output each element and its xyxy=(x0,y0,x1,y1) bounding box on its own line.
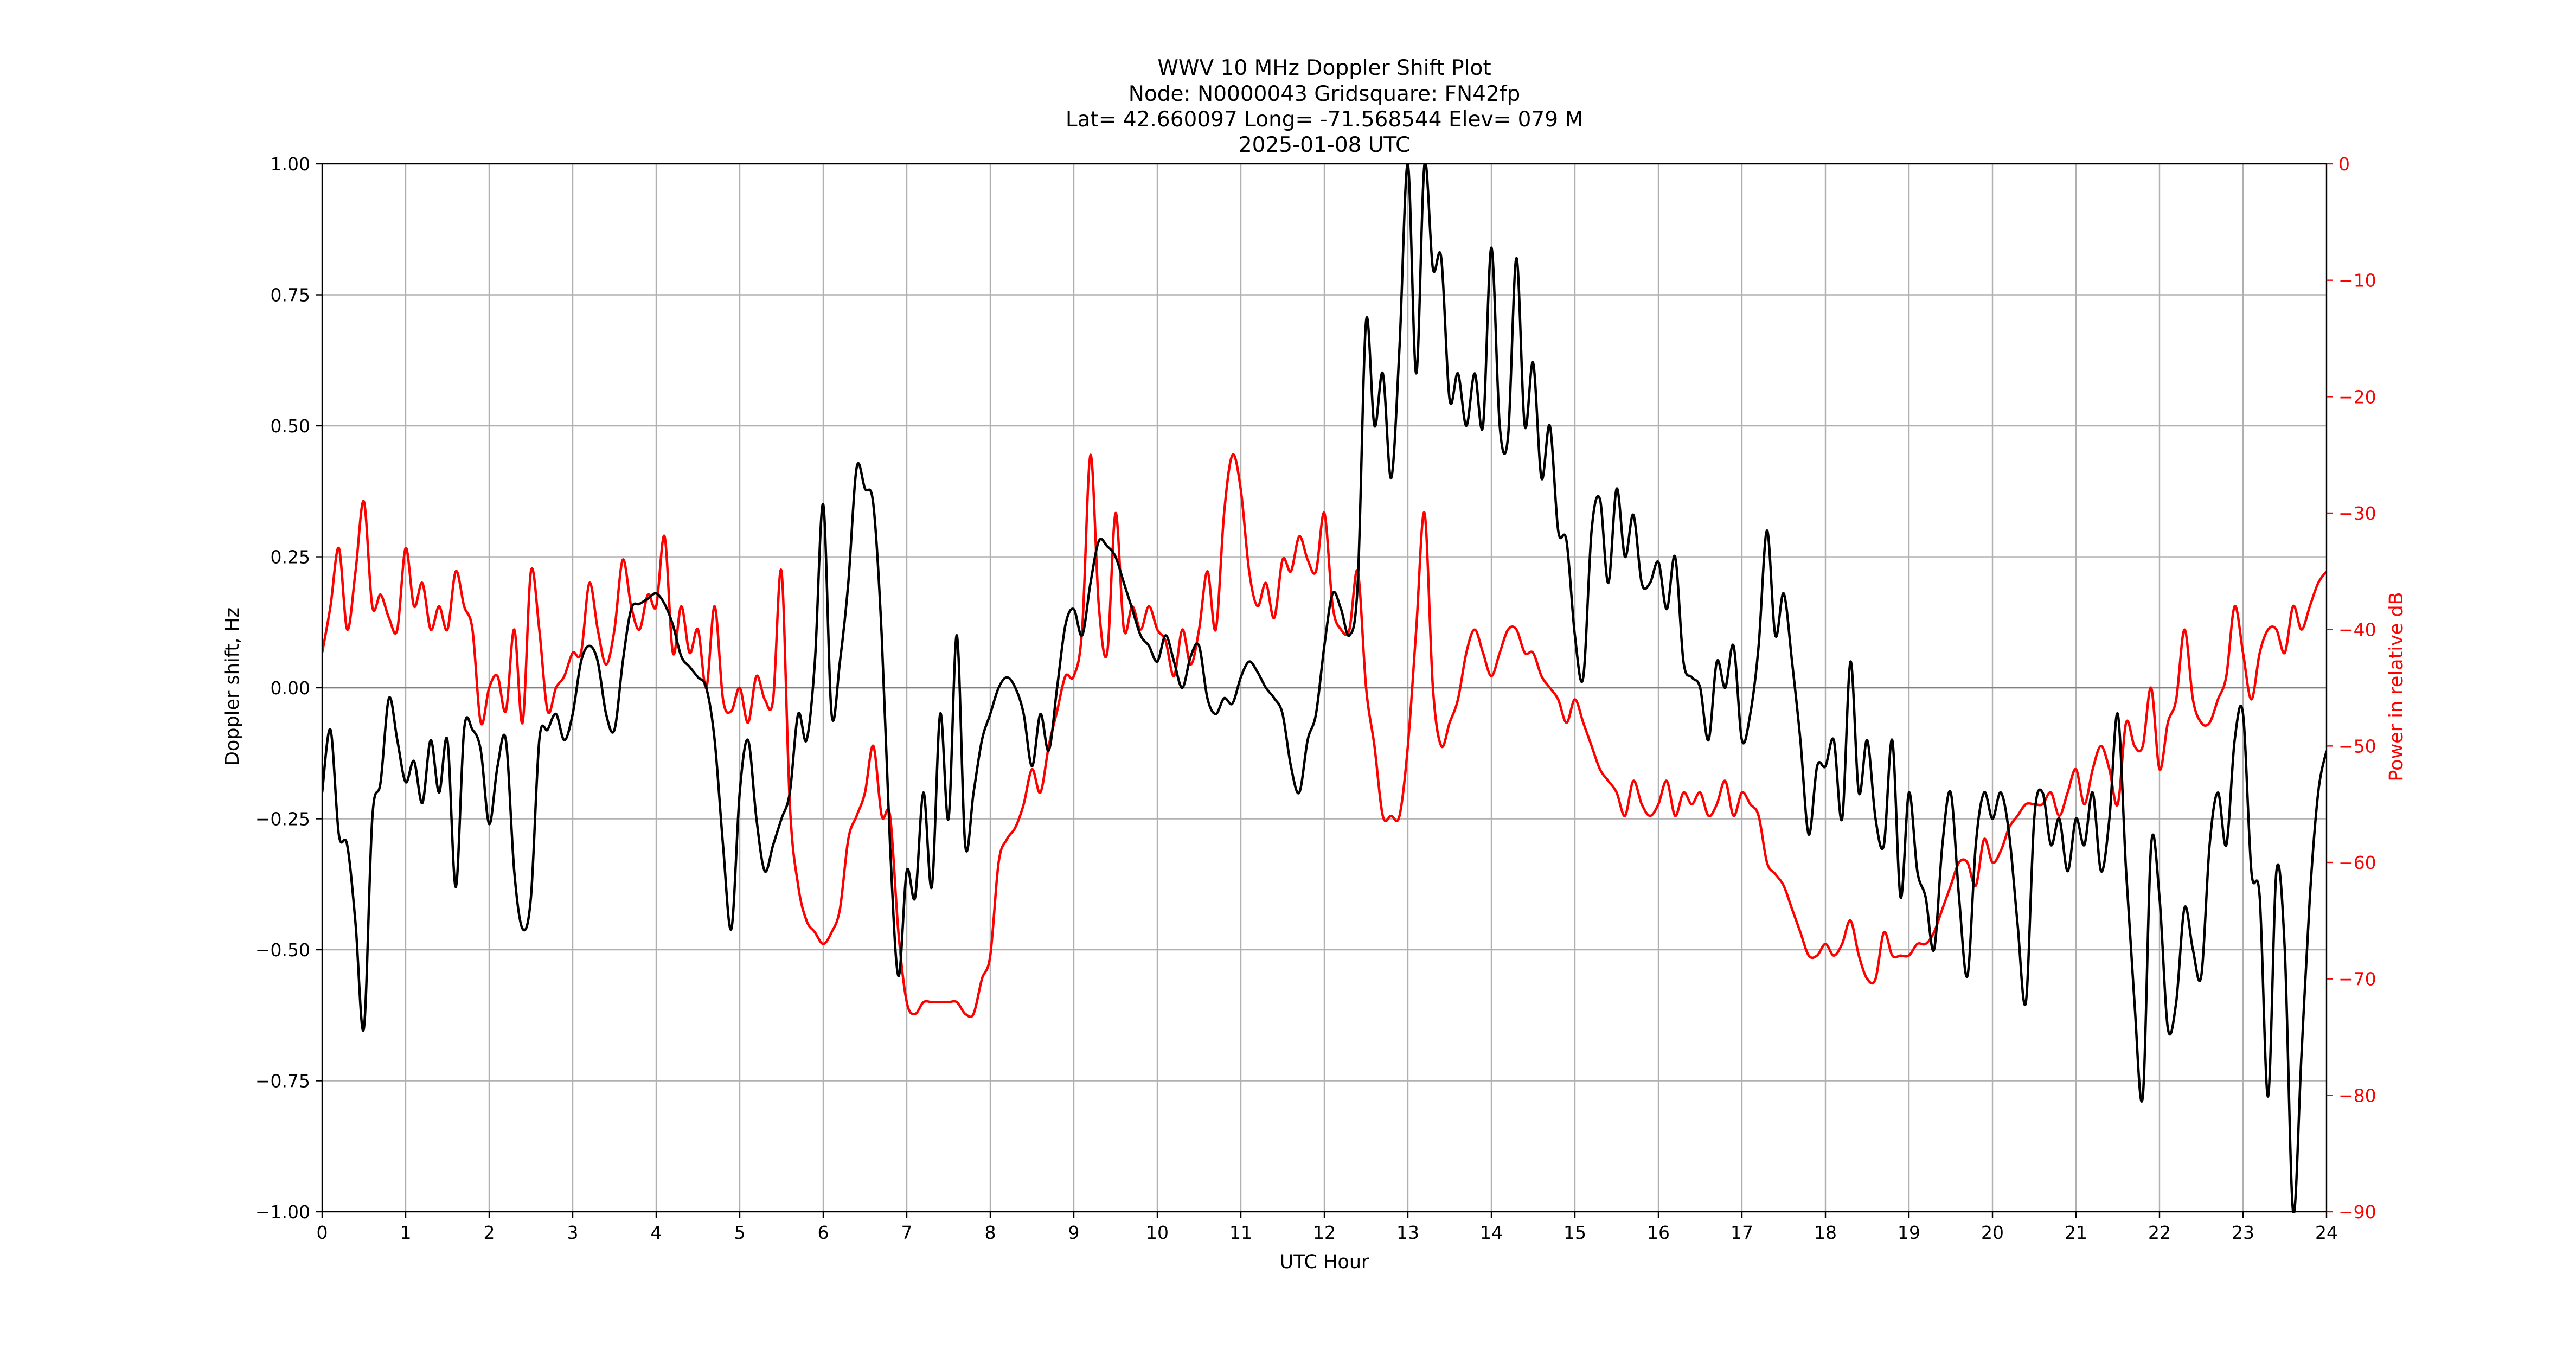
x-tick-label: 12 xyxy=(1313,1222,1336,1243)
chart-title: WWV 10 MHz Doppler Shift Plot Node: N000… xyxy=(1066,56,1583,157)
y-right-tick-label: −10 xyxy=(2338,270,2376,291)
y-tick-label: 0.50 xyxy=(271,415,310,437)
y-right-tick-label: −40 xyxy=(2338,619,2376,641)
y-tick-label: 0.00 xyxy=(271,677,310,699)
y-right-tick-label: −60 xyxy=(2338,852,2376,873)
x-tick-label: 3 xyxy=(567,1222,579,1243)
title-line-1: WWV 10 MHz Doppler Shift Plot xyxy=(1157,56,1491,80)
x-tick-label: 23 xyxy=(2232,1222,2254,1243)
x-axis-ticks: 0 1 2 3 4 5 6 7 8 9 10 11 12 13 14 15 16 17 18 19 20 21 22 23 24 xyxy=(317,1212,2338,1243)
x-tick-label: 0 xyxy=(317,1222,328,1243)
x-axis-label: UTC Hour xyxy=(1280,1251,1369,1273)
x-tick-label: 6 xyxy=(818,1222,829,1243)
x-tick-label: 4 xyxy=(651,1222,662,1243)
title-line-4: 2025-01-08 UTC xyxy=(1239,133,1410,157)
series-lines xyxy=(322,163,2327,1213)
x-tick-label: 1 xyxy=(400,1222,412,1243)
x-tick-label: 13 xyxy=(1396,1222,1419,1243)
x-tick-label: 16 xyxy=(1647,1222,1670,1243)
x-tick-label: 10 xyxy=(1146,1222,1169,1243)
x-tick-label: 2 xyxy=(484,1222,495,1243)
title-line-3: Lat= 42.660097 Long= -71.568544 Elev= 07… xyxy=(1066,107,1583,132)
x-tick-label: 8 xyxy=(985,1222,996,1243)
doppler-series-line xyxy=(322,163,2327,1213)
x-tick-label: 20 xyxy=(1981,1222,2004,1243)
y-tick-label: 0.75 xyxy=(271,285,310,306)
y-axis-label: Doppler shift, Hz xyxy=(222,607,243,766)
y-right-tick-label: −20 xyxy=(2338,386,2376,407)
y-right-tick-label: −80 xyxy=(2338,1085,2376,1106)
y-tick-label: −0.50 xyxy=(255,939,310,961)
x-tick-label: 21 xyxy=(2065,1222,2087,1243)
y-tick-label: 1.00 xyxy=(271,153,310,175)
x-tick-label: 24 xyxy=(2315,1222,2338,1243)
y-right-tick-label: −70 xyxy=(2338,969,2376,990)
x-tick-label: 22 xyxy=(2148,1222,2171,1243)
x-tick-label: 15 xyxy=(1563,1222,1586,1243)
y-right-axis-ticks: 0 −10 −20 −30 −40 −50 −60 −70 −80 −90 xyxy=(2327,153,2376,1223)
y-right-tick-label: −50 xyxy=(2338,735,2376,757)
y-right-tick-label: −90 xyxy=(2338,1201,2376,1223)
x-tick-label: 9 xyxy=(1068,1222,1080,1243)
x-tick-label: 7 xyxy=(901,1222,913,1243)
y-tick-label: 0.25 xyxy=(271,547,310,568)
y-right-tick-label: 0 xyxy=(2338,153,2350,175)
y-tick-label: −0.75 xyxy=(255,1071,310,1092)
y-tick-label: −1.00 xyxy=(255,1201,310,1223)
y-axis-ticks: −1.00 −0.75 −0.50 −0.25 0.00 0.25 0.50 0.75 1.00 xyxy=(255,153,322,1223)
title-line-2: Node: N0000043 Gridsquare: FN42fp xyxy=(1129,82,1521,106)
y-right-tick-label: −30 xyxy=(2338,503,2376,524)
x-tick-label: 17 xyxy=(1731,1222,1753,1243)
x-tick-label: 5 xyxy=(734,1222,746,1243)
x-tick-label: 14 xyxy=(1480,1222,1503,1243)
y-right-axis-label: Power in relative dB xyxy=(2386,592,2407,781)
x-tick-label: 11 xyxy=(1229,1222,1252,1243)
x-tick-label: 19 xyxy=(1898,1222,1920,1243)
y-tick-label: −0.25 xyxy=(255,809,310,830)
x-tick-label: 18 xyxy=(1814,1222,1837,1243)
